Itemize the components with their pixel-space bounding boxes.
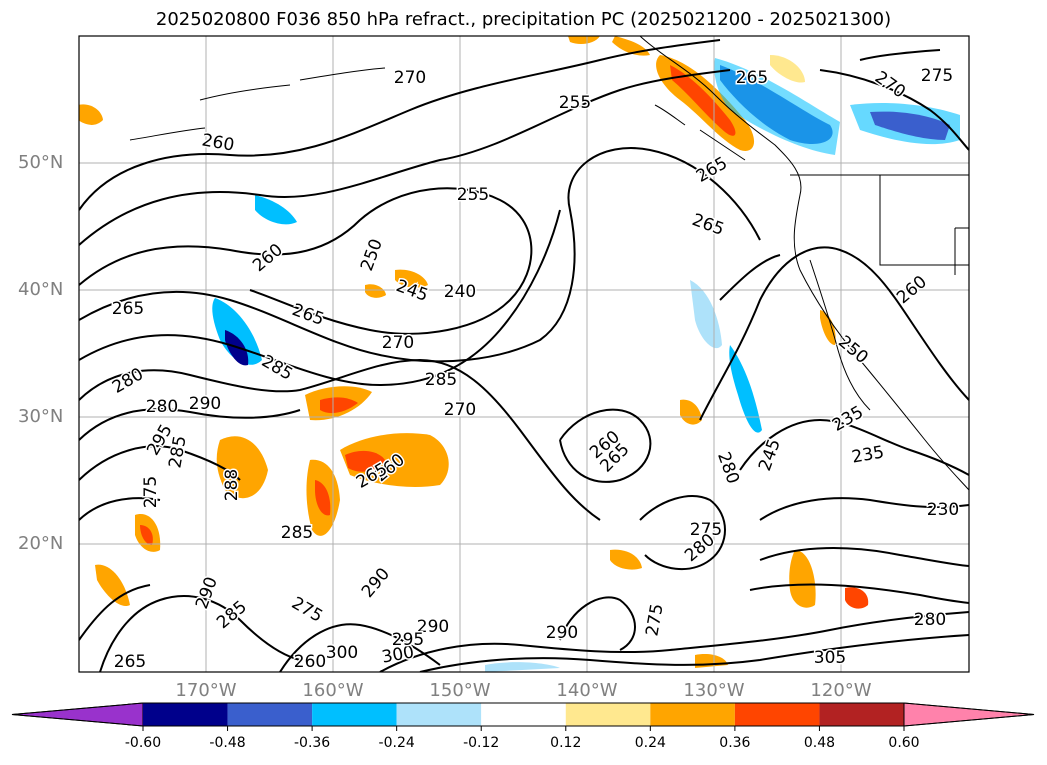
lat-label-30n: 30°N	[18, 406, 64, 427]
contour-label: 290	[189, 394, 221, 414]
lon-label-170w: 170°W	[175, 680, 237, 701]
contour-label: 255	[457, 185, 489, 205]
refractivity-contours	[79, 39, 969, 672]
lon-label-130w: 130°W	[683, 680, 745, 701]
lat-label-50n: 50°N	[18, 152, 64, 173]
contour-label: 288	[222, 469, 242, 501]
colorbar-tick-label: -0.12	[463, 735, 500, 751]
colorbar-tick-label: 0.48	[803, 735, 836, 751]
contour-label: 280	[146, 397, 178, 417]
lat-label-20n: 20°N	[18, 533, 64, 554]
coastlines	[129, 36, 969, 491]
lat-label-40n: 40°N	[18, 279, 64, 300]
colorbar-segment	[481, 703, 566, 726]
colorbar-segment	[396, 703, 482, 726]
contour-label: 305	[814, 648, 846, 668]
contour-label: 275	[921, 66, 953, 86]
colorbar-tick-label: -0.24	[378, 735, 415, 751]
colorbar-tick-label: 0.24	[634, 735, 666, 751]
colorbar-segment	[565, 703, 651, 726]
map-frame	[78, 35, 970, 673]
colorbar-tick-label: -0.48	[209, 735, 246, 751]
colorbar-outline	[11, 702, 1035, 727]
contour-label: 270	[444, 400, 476, 420]
colorbar-tick-label: 0.12	[550, 735, 582, 751]
contour-label: 285	[281, 523, 313, 543]
colorbar-tick-label: -0.36	[293, 735, 331, 751]
contour-label: 300	[326, 643, 358, 663]
contour-label: 255	[559, 93, 591, 113]
colorbar-segment	[819, 703, 904, 726]
colorbar-segment	[650, 703, 735, 726]
colorbar-segment	[227, 703, 313, 726]
colorbar-tick-label: 0.36	[719, 735, 751, 751]
colorbar-extend-low	[11, 702, 144, 727]
colorbar-segment	[734, 703, 820, 726]
contour-label: 275	[690, 520, 722, 540]
contour-label: 280	[914, 610, 946, 630]
lon-label-160w: 160°W	[302, 680, 364, 701]
contour-label: 295	[392, 630, 424, 650]
contour-label: 290	[546, 623, 578, 643]
colorbar-segment	[143, 703, 228, 726]
contour-label: 260	[294, 652, 326, 672]
map-title: 2025020800 F036 850 hPa refract., precip…	[155, 9, 892, 30]
colorbar-extend-high	[903, 702, 1035, 727]
contour-label: 265	[114, 652, 146, 672]
lon-label-150w: 150°W	[429, 680, 491, 701]
colorbar-segment	[312, 703, 397, 726]
precip-shading	[79, 36, 960, 672]
contour-label: 240	[444, 282, 476, 302]
lon-label-120w: 120°W	[810, 680, 872, 701]
contour-label: 285	[425, 370, 457, 390]
colorbar-tick-label: 0.60	[888, 735, 920, 751]
lon-label-140w: 140°W	[556, 680, 618, 701]
contour-label: 230	[927, 500, 959, 520]
contour-label: 270	[394, 68, 426, 88]
contour-label: 275	[141, 476, 161, 508]
contour-label: 260	[200, 130, 235, 155]
colorbar-tick-label: -0.60	[124, 735, 162, 751]
contour-label: 270	[382, 333, 414, 353]
contour-label: 265	[112, 299, 144, 319]
contour-label: 265	[736, 68, 768, 88]
contour-label: 290	[417, 617, 449, 637]
